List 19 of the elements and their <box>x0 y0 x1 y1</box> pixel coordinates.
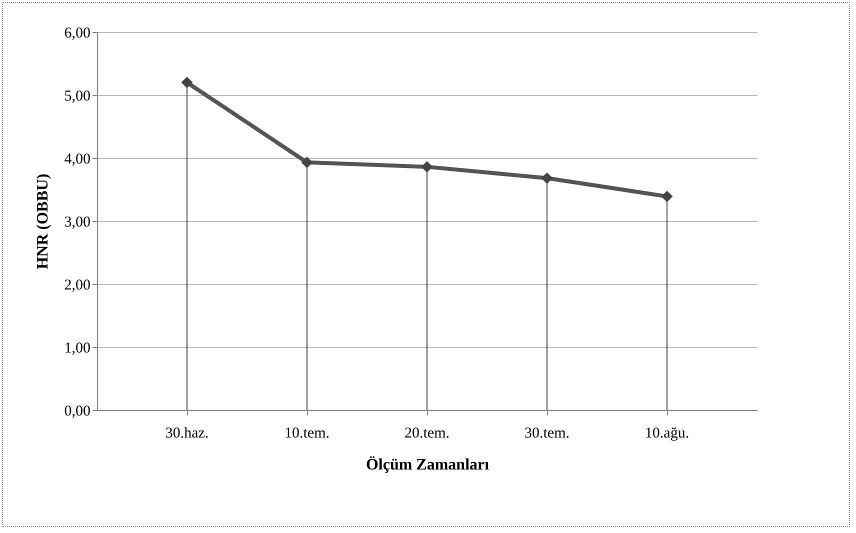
y-tick-label: 3,00 <box>64 214 90 230</box>
y-tick-label: 2,00 <box>64 278 90 294</box>
x-tick-label: 30.haz. <box>165 426 209 442</box>
y-tick-label: 6,00 <box>64 26 90 42</box>
point <box>661 190 673 202</box>
y-tick-label: 0,00 <box>64 404 90 420</box>
y-tick-label: 5,00 <box>64 88 90 104</box>
point <box>301 156 313 168</box>
point <box>181 76 193 88</box>
point <box>421 161 433 173</box>
point <box>541 172 553 184</box>
y-tick-label: 4,00 <box>64 152 90 168</box>
x-axis-title: Ölçüm Zamanları <box>366 456 490 474</box>
y-tick-label: 1,00 <box>64 340 90 356</box>
x-tick-label: 20.tem. <box>404 426 450 442</box>
y-axis-title: HNR (OBBU) <box>34 174 52 270</box>
x-tick-label: 10.ağu. <box>644 426 690 442</box>
x-tick-label: 30.tem. <box>524 426 570 442</box>
x-tick-label: 10.tem. <box>284 426 330 442</box>
